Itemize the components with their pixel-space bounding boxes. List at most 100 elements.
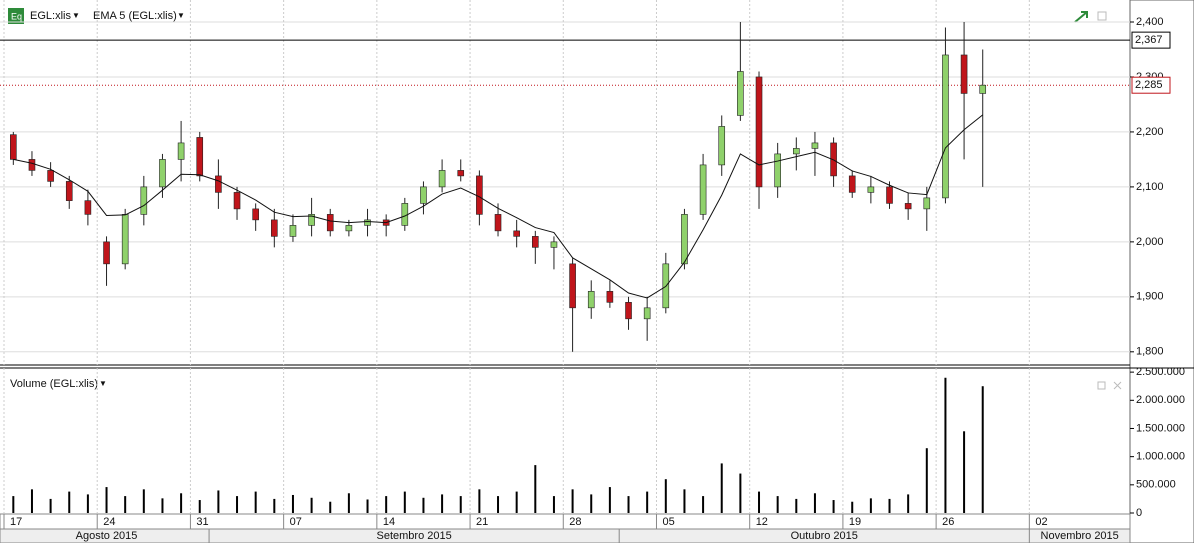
close-button[interactable]: [1113, 381, 1122, 390]
y-tick-label: 2,400: [1136, 16, 1164, 28]
candle-body: [886, 186, 893, 204]
candle-body: [625, 302, 632, 320]
candle-body: [308, 214, 315, 226]
x-tick-label: 28: [569, 516, 581, 528]
y-tick-label: 500.000: [1136, 479, 1176, 491]
x-tick-label: 31: [196, 516, 208, 528]
volume-bar: [49, 498, 52, 513]
trend-icon[interactable]: [1074, 11, 1088, 23]
candle-body: [904, 203, 912, 210]
month-label: Setembro 2015: [377, 530, 452, 542]
y-tick-label: 1,900: [1136, 291, 1164, 303]
x-tick-label: 14: [383, 516, 395, 528]
volume-bar: [851, 501, 854, 513]
volume-bar: [105, 487, 108, 513]
x-tick-label: 12: [756, 516, 768, 528]
candle-body: [438, 170, 446, 188]
volume-bar: [254, 491, 257, 513]
volume-bar: [180, 493, 183, 513]
candle-body: [177, 142, 185, 160]
volume-bar: [497, 496, 500, 513]
volume-bar: [608, 487, 611, 513]
candle-body: [159, 159, 166, 188]
y-tick-label: 1.500.000: [1136, 422, 1185, 434]
volume-bar: [236, 496, 239, 513]
candle-body: [848, 175, 856, 193]
maximize-button[interactable]: [1097, 381, 1106, 390]
dropdown-arrow[interactable]: ▼: [177, 11, 185, 20]
x-tick-label: 26: [942, 516, 954, 528]
volume-bar: [702, 496, 705, 513]
volume-bar: [198, 500, 201, 513]
candle-body: [923, 197, 931, 210]
maximize-button[interactable]: [1097, 11, 1107, 21]
symbol-icon-text: Eq: [11, 11, 22, 21]
price-tag: [1131, 31, 1171, 49]
legend-price[interactable]: EGL:xlis: [30, 10, 71, 22]
legend-ema[interactable]: EMA 5 (EGL:xlis): [93, 10, 177, 22]
volume-title[interactable]: Volume (EGL:xlis): [10, 378, 98, 390]
volume-bar: [12, 496, 15, 513]
volume-bar: [925, 448, 928, 513]
x-tick-label: 24: [103, 516, 115, 528]
candle-body: [793, 148, 800, 155]
ema-line: [13, 114, 984, 299]
candle-body: [121, 214, 129, 265]
volume-bar: [907, 494, 910, 513]
volume-bar: [366, 499, 369, 513]
x-tick-label: 21: [476, 516, 488, 528]
candle-body: [587, 291, 595, 309]
volume-bar: [981, 386, 984, 513]
candle-body: [550, 241, 558, 248]
candle-body: [830, 142, 837, 177]
volume-bar: [683, 489, 686, 513]
volume-bar: [646, 491, 649, 513]
volume-bar: [944, 377, 947, 513]
candle-body: [271, 219, 278, 237]
candle-body: [718, 126, 726, 166]
dropdown-arrow[interactable]: ▼: [99, 379, 107, 388]
volume-bar: [813, 493, 816, 513]
x-tick-label: 19: [849, 516, 861, 528]
volume-bar: [534, 465, 537, 513]
volume-bar: [385, 496, 388, 513]
candle-body: [532, 236, 539, 248]
candle-body: [942, 54, 949, 199]
volume-bar: [758, 491, 761, 513]
candle-body: [47, 170, 54, 182]
dropdown-arrow[interactable]: ▼: [72, 11, 80, 20]
volume-bar: [832, 500, 835, 513]
volume-bar: [515, 491, 518, 513]
candle-body: [420, 186, 427, 204]
y-tick-label: 1,800: [1136, 346, 1164, 358]
candle-body: [606, 291, 614, 303]
volume-bar: [142, 489, 145, 513]
x-tick-label: 07: [290, 516, 302, 528]
candle-body: [867, 186, 875, 193]
candle-body: [196, 137, 204, 177]
y-tick-label: 1.000.000: [1136, 451, 1185, 463]
candle-body: [84, 200, 92, 215]
month-axis: [0, 528, 1131, 544]
volume-bar: [888, 498, 891, 513]
symbol-icon[interactable]: [8, 8, 24, 24]
x-tick-label: 02: [1035, 516, 1047, 528]
price-tag-label: 2,367: [1135, 34, 1163, 46]
x-tick-label: 17: [10, 516, 22, 528]
price-tag-label: 2,285: [1135, 79, 1163, 91]
candle-body: [10, 134, 17, 160]
candle-body: [326, 214, 334, 232]
month-label: Novembro 2015: [1041, 530, 1119, 542]
volume-bar: [68, 491, 71, 513]
month-label: Outubro 2015: [791, 530, 858, 542]
candle-body: [569, 263, 576, 309]
candle-body: [979, 84, 987, 94]
x-tick-label: 05: [662, 516, 674, 528]
candle-body: [364, 219, 371, 226]
candle-body: [643, 307, 651, 320]
candle-body: [252, 208, 259, 221]
volume-bar: [329, 501, 332, 513]
candle-body: [960, 54, 968, 94]
